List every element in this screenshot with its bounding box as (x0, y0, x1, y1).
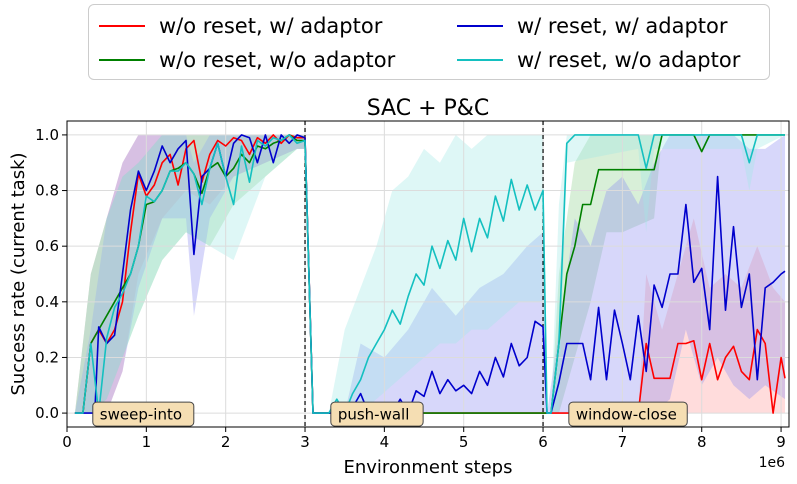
task-boundary-lines (304, 121, 544, 427)
task-labels: sweep-into push-wall window-close (92, 401, 688, 427)
legend-swatch (99, 25, 145, 27)
axes: 0 1 2 3 4 5 6 7 8 9 0.0 0.2 0.4 0.6 0.8 1.0 (35, 120, 790, 451)
task-label-box (568, 401, 688, 427)
legend-label: w/ reset, w/o adaptor (517, 48, 741, 72)
x-tick-label: 2 (221, 433, 231, 451)
x-tick-label: 3 (300, 433, 310, 451)
task-label-box (92, 401, 195, 427)
task-label: sweep-into (92, 401, 195, 427)
y-axis-label: Success rate (current task) (8, 152, 29, 395)
legend-item: w/ reset, w/ adaptor (457, 9, 728, 43)
confidence-band (74, 134, 786, 414)
x-tick-label: 7 (618, 433, 628, 451)
legend-item: w/o reset, w/o adaptor (99, 43, 395, 77)
confidence-band (74, 134, 786, 414)
legend-item: w/ reset, w/o adaptor (457, 43, 740, 77)
legend-swatch (457, 25, 503, 27)
x-tick-label: 5 (459, 433, 469, 451)
series-line (74, 134, 785, 414)
legend-swatch (457, 59, 503, 61)
task-label-text: sweep-into (100, 406, 182, 424)
legend-label: w/o reset, w/ adaptor (159, 14, 383, 38)
task-label: window-close (568, 401, 688, 427)
x-tick-label: 9 (776, 433, 786, 451)
legend-item: w/o reset, w/ adaptor (99, 9, 382, 43)
legend-label: w/o reset, w/o adaptor (159, 48, 396, 72)
x-axis-label: Environment steps (344, 457, 513, 478)
plot-frame (66, 120, 790, 428)
y-tick-label: 0.8 (35, 182, 59, 200)
y-tick-label: 0.4 (35, 293, 59, 311)
series-lines (74, 134, 786, 414)
y-tick-label: 1.0 (35, 126, 59, 144)
task-label-text: push-wall (338, 406, 410, 424)
confidence-band (74, 134, 786, 414)
x-tick-label: 4 (380, 433, 390, 451)
y-tick-label: 0.6 (35, 237, 59, 255)
task-label-text: window-close (576, 406, 677, 424)
series-line (74, 134, 786, 414)
legend: w/o reset, w/ adaptor w/o reset, w/o ada… (88, 4, 770, 80)
legend-label: w/ reset, w/ adaptor (517, 14, 728, 38)
x-axis-multiplier: 1e6 (759, 455, 786, 471)
x-tick-label: 0 (62, 433, 72, 451)
task-label-box (330, 401, 424, 427)
y-tick-label: 0.2 (35, 348, 59, 366)
chart-title: SAC + P&C (367, 96, 490, 121)
x-tick-label: 6 (538, 433, 548, 451)
y-tick-label: 0.0 (35, 404, 59, 422)
x-tick-label: 8 (697, 433, 707, 451)
x-tick-label: 1 (142, 433, 152, 451)
legend-swatch (99, 59, 145, 61)
task-label: push-wall (330, 401, 424, 427)
